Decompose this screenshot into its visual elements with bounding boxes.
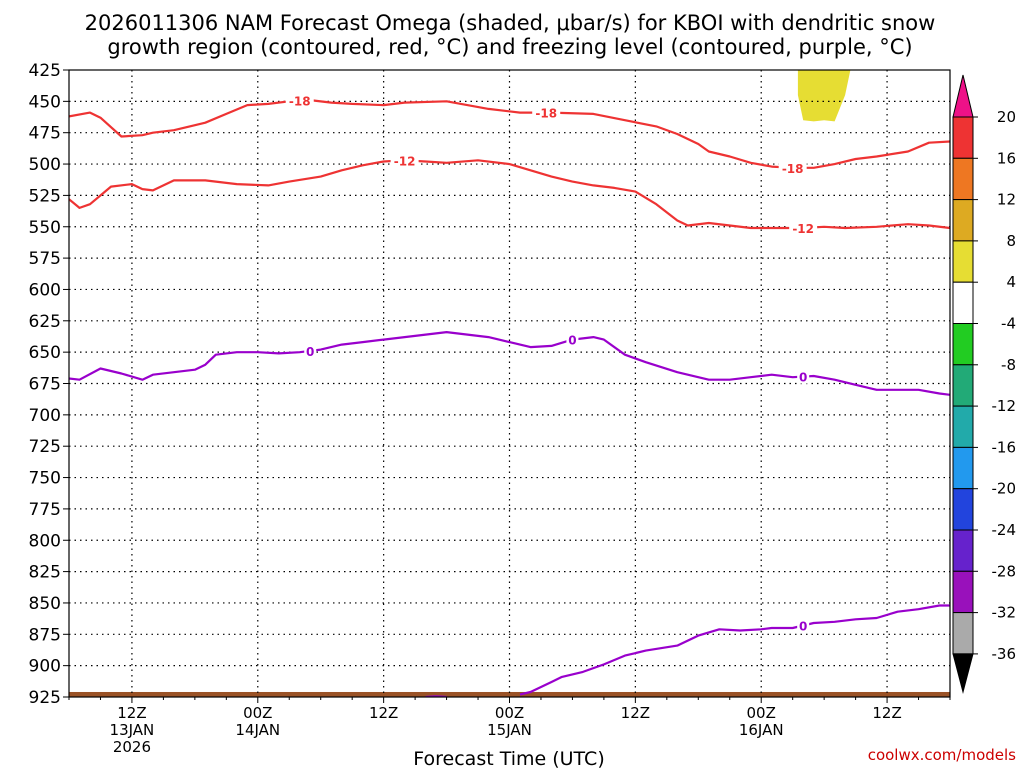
contour-label-3-3: 0 bbox=[799, 371, 807, 385]
contour-label-2-2: -12 bbox=[792, 222, 814, 236]
y-tick-label-450: 450 bbox=[29, 92, 61, 112]
colorbar-bin-2 bbox=[952, 157, 974, 201]
y-tick-label-925: 925 bbox=[29, 688, 61, 708]
x-tick-label-4-2: 15JAN bbox=[487, 721, 532, 739]
contour-label-bg-3-3 bbox=[797, 369, 810, 384]
surface-ground bbox=[69, 691, 950, 697]
contour-label-1-2: -18 bbox=[535, 107, 557, 121]
colorbar-bin-11 bbox=[952, 529, 974, 572]
y-tick-label-675: 675 bbox=[29, 375, 61, 395]
colorbar-tick-label-8: -12 bbox=[992, 397, 1017, 415]
plot-area: -18 -18 -18 -12 -12 0 0 0 0 425 450 475 500 525 550 575… bbox=[29, 61, 951, 756]
x-tick-label-2-1: 00Z bbox=[243, 704, 272, 722]
colorbar-bottom-arrow bbox=[952, 653, 974, 694]
contour-label-bg-4-1 bbox=[797, 618, 810, 633]
colorbar-bin-9 bbox=[952, 446, 974, 490]
y-tick-label-525: 525 bbox=[29, 186, 61, 206]
colorbar-bin-13 bbox=[952, 612, 974, 655]
x-tick-label-1-3: 2026 bbox=[113, 738, 151, 756]
x-axis-label: Forecast Time (UTC) bbox=[413, 748, 604, 768]
colorbar-tick-label-14: -36 bbox=[992, 645, 1017, 663]
contour-label-bg-3-2 bbox=[566, 332, 579, 347]
y-tick-label-750: 750 bbox=[29, 469, 61, 489]
plot-border bbox=[68, 69, 951, 698]
x-tick-label-1-2: 13JAN bbox=[110, 721, 155, 739]
contour-line-3 bbox=[69, 331, 950, 396]
y-tick-label-650: 650 bbox=[29, 343, 61, 363]
x-tick-label-5-1: 12Z bbox=[621, 704, 650, 722]
colorbar-tick-label-3: 12 bbox=[997, 191, 1016, 209]
chart-title-line1: 2026011306 NAM Forecast Omega (shaded, μ… bbox=[85, 11, 936, 35]
contour-label-bg-3-1 bbox=[304, 343, 317, 358]
colorbar-bin-8 bbox=[952, 405, 974, 448]
y-tick-label-900: 900 bbox=[29, 657, 61, 677]
colorbar-bin-12 bbox=[952, 570, 974, 614]
colorbar-bin-10 bbox=[952, 488, 974, 531]
colorbar-bin-4 bbox=[952, 240, 974, 283]
colorbar-tick-label-7: -8 bbox=[1001, 356, 1016, 374]
y-tick-label-575: 575 bbox=[29, 249, 61, 269]
y-tick-label-475: 475 bbox=[29, 124, 61, 144]
colorbar-tick-label-5: 4 bbox=[1006, 273, 1016, 291]
colorbar-tick-label-6: -4 bbox=[1001, 315, 1016, 333]
y-tick-label-850: 850 bbox=[29, 594, 61, 614]
x-tick-label-2-2: 14JAN bbox=[235, 721, 280, 739]
x-tick-label-4-1: 00Z bbox=[495, 704, 524, 722]
contour-label-3-1: 0 bbox=[306, 345, 314, 359]
chart-title-line2: growth region (contoured, red, °C) and f… bbox=[107, 35, 912, 59]
x-tick-label-1-1: 12Z bbox=[117, 704, 146, 722]
contour-line-2 bbox=[69, 159, 950, 230]
colorbar-bin-1 bbox=[952, 116, 974, 159]
contour-label-1-3: -18 bbox=[782, 162, 804, 176]
y-tick-label-625: 625 bbox=[29, 312, 61, 332]
colorbar-bin-5 bbox=[952, 281, 974, 325]
x-tick-label-3-1: 12Z bbox=[369, 704, 398, 722]
contour-label-bg-1-1 bbox=[285, 93, 314, 108]
colorbar-top-arrow bbox=[952, 74, 974, 118]
contour-label-bg-1-2 bbox=[532, 105, 561, 120]
colorbar-bin-6 bbox=[952, 323, 974, 366]
contour-label-1-1: -18 bbox=[289, 95, 311, 109]
contour-label-bg-2-2 bbox=[789, 221, 818, 236]
x-tick-label-6-2: 16JAN bbox=[739, 721, 784, 739]
y-tick-label-700: 700 bbox=[29, 406, 61, 426]
omega-shading-1 bbox=[797, 70, 851, 122]
contour-label-3-2: 0 bbox=[568, 334, 576, 348]
colorbar-tick-label-1: 20 bbox=[997, 108, 1016, 126]
plot-interior: -18 -18 -18 -12 -12 0 0 0 0 bbox=[69, 70, 950, 697]
y-tick-label-800: 800 bbox=[29, 531, 61, 551]
colorbar-bin-7 bbox=[952, 364, 974, 407]
contour-line-4 bbox=[519, 604, 950, 696]
contour-line-1 bbox=[69, 99, 950, 169]
contour-label-2-1: -12 bbox=[394, 154, 416, 168]
colorbar-tick-label-2: 16 bbox=[997, 149, 1016, 167]
credit-link[interactable]: coolwx.com/models bbox=[868, 746, 1016, 764]
contour-label-4-1: 0 bbox=[799, 620, 807, 634]
y-tick-label-500: 500 bbox=[29, 155, 61, 175]
colorbar-tick-label-12: -28 bbox=[992, 562, 1017, 580]
colorbar-bin-3 bbox=[952, 199, 974, 242]
x-tick-label-6-1: 00Z bbox=[747, 704, 776, 722]
colorbar-tick-label-10: -20 bbox=[992, 480, 1017, 498]
colorbar: 20 16 12 8 4 -4 -8 -12 -16 -20 -24 -28 -32 -36 bbox=[952, 74, 1017, 694]
x-tick-label-7-1: 12Z bbox=[872, 704, 901, 722]
y-tick-label-425: 425 bbox=[29, 61, 61, 81]
y-tick-label-725: 725 bbox=[29, 437, 61, 457]
y-tick-label-550: 550 bbox=[29, 218, 61, 238]
y-tick-label-825: 825 bbox=[29, 563, 61, 583]
y-tick-label-775: 775 bbox=[29, 500, 61, 520]
contour-label-bg-2-1 bbox=[390, 153, 419, 168]
contour-label-bg-1-3 bbox=[778, 160, 807, 175]
colorbar-tick-label-4: 8 bbox=[1006, 232, 1016, 250]
y-tick-label-600: 600 bbox=[29, 280, 61, 300]
colorbar-tick-label-11: -24 bbox=[992, 521, 1017, 539]
colorbar-tick-label-9: -16 bbox=[992, 438, 1017, 456]
y-tick-label-875: 875 bbox=[29, 625, 61, 645]
colorbar-tick-label-13: -32 bbox=[992, 604, 1017, 622]
